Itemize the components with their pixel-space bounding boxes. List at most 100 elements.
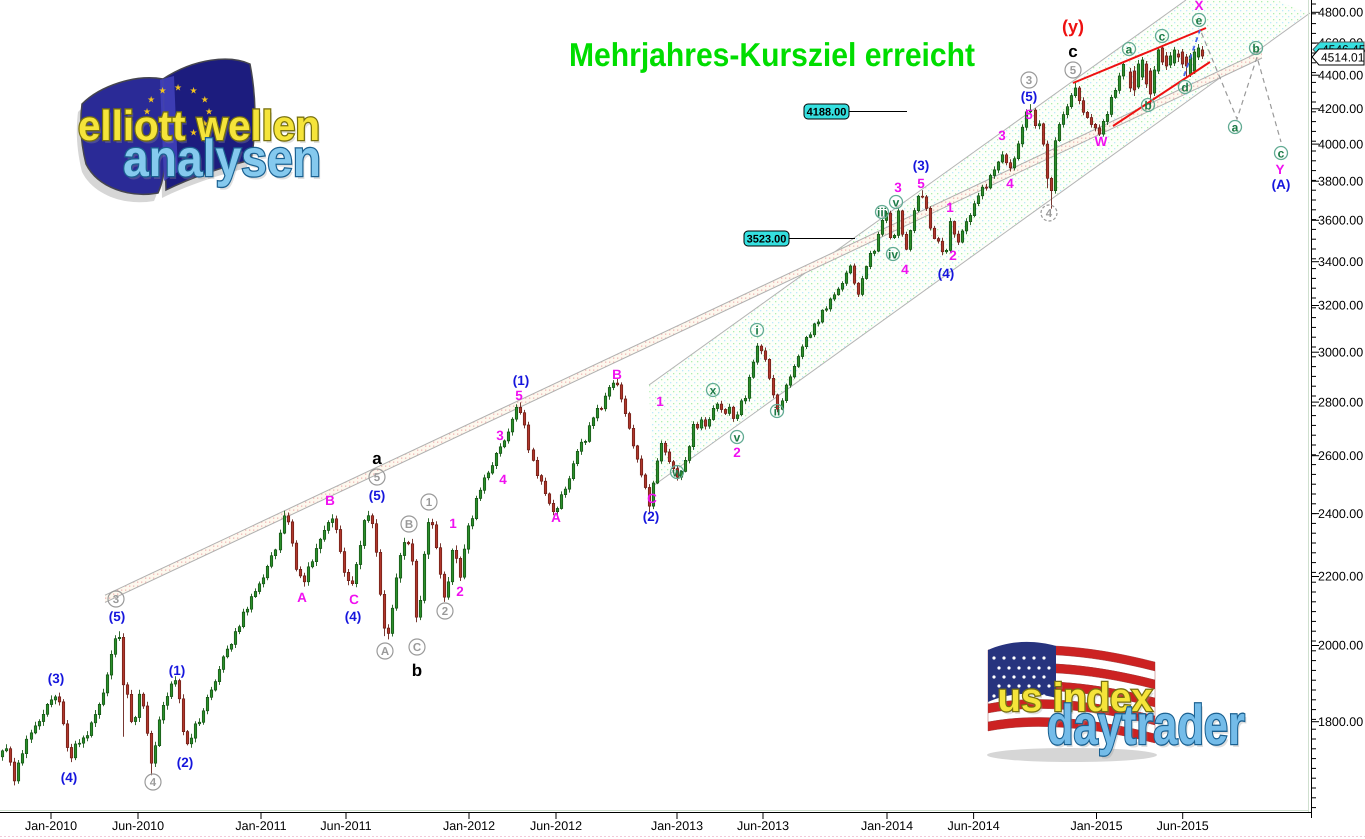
svg-text:Jun-2013: Jun-2013: [737, 819, 789, 833]
svg-text:3523.00: 3523.00: [747, 234, 787, 246]
svg-text:★: ★: [189, 86, 197, 96]
svg-text:1: 1: [426, 497, 433, 509]
svg-text:1800.00: 1800.00: [1318, 715, 1363, 729]
svg-text:Jun-2012: Jun-2012: [530, 819, 582, 833]
svg-text:W: W: [1095, 134, 1108, 149]
svg-text:3200.00: 3200.00: [1318, 299, 1363, 313]
svg-text:2400.00: 2400.00: [1318, 507, 1363, 521]
svg-text:1: 1: [946, 200, 954, 215]
svg-text:Jan-2013: Jan-2013: [651, 819, 703, 833]
svg-text:★: ★: [174, 131, 182, 141]
svg-text:v: v: [734, 430, 741, 444]
svg-text:c: c: [1278, 146, 1285, 160]
svg-text:us index: us index: [998, 676, 1153, 720]
svg-text:(4): (4): [938, 266, 955, 281]
svg-text:C: C: [349, 592, 359, 607]
svg-text:4000.00: 4000.00: [1318, 137, 1363, 151]
svg-text:C: C: [647, 491, 657, 506]
svg-text:(1): (1): [513, 373, 530, 388]
svg-text:4: 4: [1046, 208, 1053, 220]
svg-text:4400.00: 4400.00: [1318, 68, 1363, 82]
svg-text:2200.00: 2200.00: [1318, 570, 1363, 584]
svg-text:B: B: [325, 493, 335, 508]
svg-text:A: A: [381, 646, 389, 658]
svg-text:Jan-2014: Jan-2014: [861, 819, 913, 833]
svg-text:4514.01: 4514.01: [1321, 51, 1365, 65]
svg-text:X: X: [1194, 0, 1203, 13]
svg-text:elliott wellen: elliott wellen: [78, 102, 320, 149]
svg-text:Jan-2011: Jan-2011: [235, 819, 286, 833]
svg-text:(2): (2): [643, 509, 660, 524]
svg-text:b: b: [412, 661, 422, 680]
svg-text:(5): (5): [109, 609, 126, 624]
svg-text:3400.00: 3400.00: [1318, 255, 1363, 269]
svg-text:3000.00: 3000.00: [1318, 345, 1363, 359]
svg-text:B: B: [612, 367, 622, 382]
svg-text:B: B: [405, 519, 413, 531]
svg-text:Jun-2011: Jun-2011: [320, 819, 371, 833]
svg-text:2800.00: 2800.00: [1318, 395, 1363, 409]
svg-text:x: x: [710, 383, 717, 397]
svg-text:5: 5: [1070, 65, 1077, 77]
svg-text:1: 1: [656, 394, 664, 409]
svg-text:2: 2: [733, 445, 741, 460]
svg-text:★: ★: [205, 107, 213, 117]
svg-text:★: ★: [174, 83, 182, 93]
svg-text:4188.00: 4188.00: [807, 107, 847, 119]
svg-text:(3): (3): [913, 158, 930, 173]
svg-text:b: b: [1252, 41, 1259, 55]
svg-text:5: 5: [1025, 107, 1033, 122]
svg-text:daytrader: daytrader: [1047, 693, 1245, 756]
svg-text:w: w: [671, 465, 682, 479]
svg-text:analysen: analysen: [125, 133, 323, 191]
svg-text:4: 4: [901, 262, 909, 277]
svg-text:★: ★: [147, 95, 155, 105]
svg-text:Jan-2012: Jan-2012: [443, 819, 495, 833]
svg-text:d: d: [1181, 80, 1188, 94]
svg-text:4200.00: 4200.00: [1318, 102, 1363, 116]
svg-text:(1): (1): [169, 663, 186, 678]
svg-text:(y): (y): [1062, 17, 1084, 37]
svg-text:(5): (5): [369, 488, 386, 503]
svg-text:2000.00: 2000.00: [1318, 639, 1363, 653]
svg-text:A: A: [551, 510, 561, 525]
svg-text:5: 5: [917, 176, 925, 191]
svg-text:C: C: [413, 642, 421, 654]
svg-text:A: A: [297, 590, 307, 605]
svg-text:Jun-2015: Jun-2015: [1157, 819, 1209, 833]
svg-text:(3): (3): [48, 671, 65, 686]
svg-text:★: ★: [147, 119, 155, 129]
svg-text:3: 3: [1026, 75, 1032, 87]
svg-text:Mehrjahres-Kursziel erreicht: Mehrjahres-Kursziel erreicht: [569, 36, 975, 73]
svg-text:4: 4: [150, 777, 157, 789]
svg-text:c: c: [1068, 42, 1077, 61]
svg-text:★: ★: [143, 107, 151, 117]
svg-text:3: 3: [496, 428, 504, 443]
svg-text:2: 2: [949, 248, 957, 263]
svg-text:3800.00: 3800.00: [1318, 174, 1363, 188]
svg-text:3: 3: [894, 180, 902, 195]
svg-text:elliott wellen: elliott wellen: [80, 105, 322, 152]
svg-text:3600.00: 3600.00: [1318, 214, 1363, 228]
svg-text:(4): (4): [61, 770, 78, 785]
svg-text:★: ★: [158, 86, 166, 96]
svg-text:analysen: analysen: [123, 130, 321, 188]
svg-text:daytrader: daytrader: [1049, 696, 1247, 759]
svg-text:2: 2: [456, 584, 464, 599]
svg-text:a: a: [1126, 42, 1133, 56]
svg-text:(A): (A): [1272, 177, 1291, 192]
svg-text:2: 2: [442, 606, 448, 618]
svg-text:Y: Y: [1275, 162, 1284, 177]
svg-text:us index: us index: [1000, 679, 1155, 723]
svg-text:4: 4: [499, 472, 507, 487]
svg-text:1: 1: [449, 516, 457, 531]
svg-text:iv: iv: [888, 247, 898, 261]
svg-text:★: ★: [201, 95, 209, 105]
svg-text:Jun-2014: Jun-2014: [948, 819, 1000, 833]
svg-text:(5): (5): [1021, 89, 1038, 104]
svg-text:★: ★: [189, 127, 197, 137]
svg-text:c: c: [1159, 29, 1166, 43]
svg-text:3: 3: [113, 594, 119, 606]
svg-text:v: v: [893, 195, 900, 209]
svg-text:(4): (4): [345, 609, 362, 624]
